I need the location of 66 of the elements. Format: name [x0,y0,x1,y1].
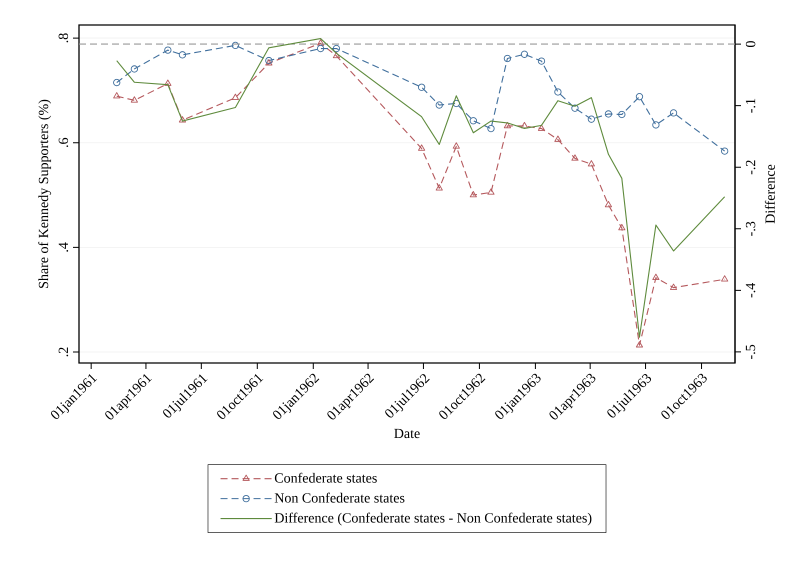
point [652,121,660,129]
point [178,116,186,122]
y2-tick-label: -.1 [746,98,756,113]
point [265,56,273,64]
point [538,124,546,131]
y-tick-label: .8 [58,33,68,42]
point [520,122,528,128]
point [571,104,579,112]
point [452,142,460,149]
point [504,54,512,62]
point [232,94,239,100]
point [487,124,495,132]
y2-tick-label: -.2 [746,160,756,174]
point [636,341,644,348]
point [504,122,511,128]
point [652,274,660,280]
point [130,96,138,103]
point [470,190,477,198]
legend-label: Confederate states [274,472,377,483]
y-axis-title: Share of Kennedy Supporters (%) [38,100,52,288]
y2-tick-label: -.3 [746,222,756,236]
point [332,44,340,52]
point [164,80,172,86]
point [588,116,596,123]
x-axis-title: Date [394,428,420,438]
point [178,51,186,58]
point [130,65,138,73]
point [636,93,644,100]
point [670,109,678,117]
point [113,78,120,86]
legend-label: Non Confederate states [274,492,404,503]
point [436,184,443,190]
point [164,46,172,54]
point [571,154,579,161]
point [538,57,546,65]
y2-axis-title: Difference [764,164,775,224]
point [554,88,562,96]
point [265,59,272,66]
point [554,136,562,142]
point [316,44,324,52]
y2-tick-label: -.4 [746,282,756,298]
y-tick-label: .6 [58,138,68,148]
point [232,42,240,50]
point [418,144,426,151]
point [317,39,324,46]
point [520,50,528,58]
point [618,110,626,118]
point [487,188,495,195]
point [418,84,426,91]
point [618,224,626,230]
point [332,52,340,58]
point [604,110,612,118]
point [113,92,120,98]
legend-label: Difference (Confederate states - Non Confederate states) [274,512,592,526]
point [452,100,460,108]
point [721,275,728,282]
y-tick-label: .2 [58,348,68,356]
y2-tick-label: -.5 [746,344,756,359]
y2-tick-label: 0 [746,41,756,48]
y-tick-label: .4 [58,242,68,252]
point [670,284,678,290]
point [588,160,595,166]
point [721,147,728,155]
point [604,200,612,208]
point [470,117,477,124]
point [436,101,443,109]
